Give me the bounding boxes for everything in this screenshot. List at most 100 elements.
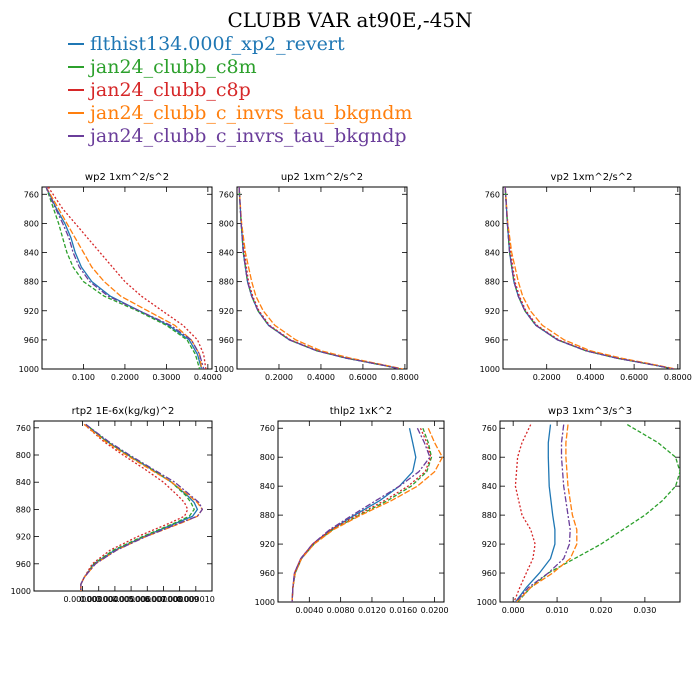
series-line (80, 423, 199, 591)
chart-panel: wp2 1xm^2/s^2 760 800 840 880 920 960 1000 0.100… (19, 172, 222, 382)
x-tick-label: 0.100 (72, 373, 95, 382)
y-tick-label: 800 (219, 219, 234, 228)
y-tick-label: 800 (482, 453, 497, 462)
series-line (45, 187, 201, 369)
legend-swatch (68, 42, 84, 45)
series-line (80, 423, 204, 591)
series-line (80, 423, 195, 591)
y-tick-label: 760 (24, 190, 39, 199)
chart-panel: vp2 1xm^2/s^2 760 800 840 880 920 960 1000 0.200… (480, 172, 692, 382)
page-title: CLUBB VAR at90E,-45N (227, 8, 473, 32)
legend-label: jan24_clubb_c8p (90, 78, 251, 101)
x-tick-label: 0.010 (546, 606, 569, 615)
y-tick-label: 1000 (19, 365, 39, 374)
series-line (47, 187, 207, 369)
legend-label: jan24_clubb_c8m (90, 55, 257, 78)
y-tick-label: 760 (482, 424, 497, 433)
series-line (504, 187, 674, 369)
y-tick-label: 760 (485, 190, 500, 199)
y-tick-label: 1000 (477, 598, 497, 607)
chart-panel: up2 1xm^2/s^2 760 800 840 880 920 960 1000 0.200… (214, 172, 419, 382)
y-tick-label: 960 (16, 560, 31, 569)
x-tick-label: 0.6000 (620, 373, 648, 382)
y-tick-label: 920 (24, 307, 39, 316)
x-tick-label: 0.4000 (576, 373, 604, 382)
y-tick-label: 760 (260, 424, 275, 433)
y-tick-label: 1000 (480, 365, 500, 374)
x-tick-label: 0.000006 (112, 595, 150, 604)
x-tick-label: 0.000003 (63, 595, 101, 604)
series-line (516, 424, 578, 602)
x-tick-label: 0.000009 (161, 595, 199, 604)
chart-title: vp2 1xm^2/s^2 (551, 172, 633, 183)
plot-frame (236, 186, 408, 370)
y-tick-label: 800 (16, 451, 31, 460)
y-tick-label: 920 (219, 307, 234, 316)
series-line (45, 187, 203, 369)
y-tick-label: 960 (260, 569, 275, 578)
series-line (238, 187, 401, 369)
chart-panel: thlp2 1xK^2 760 800 840 880 920 960 1000 0.0040 0… (255, 406, 449, 615)
y-tick-label: 960 (485, 336, 500, 345)
y-tick-label: 920 (16, 533, 31, 542)
series-line (238, 187, 401, 369)
y-tick-label: 840 (482, 482, 497, 491)
legend-label: flthist134.000f_xp2_revert (90, 32, 345, 55)
y-tick-label: 960 (24, 336, 39, 345)
y-tick-label: 920 (482, 540, 497, 549)
y-tick-label: 800 (260, 453, 275, 462)
plot-frame (499, 420, 681, 603)
plot-frame (41, 186, 213, 370)
series-line (517, 424, 680, 602)
y-tick-label: 840 (219, 249, 234, 258)
series-line (238, 187, 401, 369)
x-tick-label: 0.000010 (177, 595, 215, 604)
y-tick-label: 1000 (255, 598, 275, 607)
y-tick-label: 960 (219, 336, 234, 345)
series-line (45, 187, 203, 369)
y-tick-label: 1000 (11, 587, 31, 596)
series-line (515, 424, 571, 602)
series-line (238, 187, 402, 369)
x-tick-label: 0.2000 (111, 373, 139, 382)
x-tick-label: 0.4000 (194, 373, 222, 382)
chart-title: wp3 1xm^3/s^3 (548, 406, 632, 417)
x-tick-label: 0.8000 (664, 373, 692, 382)
x-tick-label: 0.020 (590, 606, 613, 615)
y-tick-label: 880 (482, 511, 497, 520)
x-tick-label: 0.0160 (389, 606, 417, 615)
x-tick-label: 0.000005 (96, 595, 134, 604)
legend: flthist134.000f_xp2_revert jan24_clubb_c8… (68, 32, 412, 147)
x-tick-label: 0.2000 (265, 373, 293, 382)
series-line (291, 427, 444, 602)
x-tick-label: 0.6000 (349, 373, 377, 382)
series-line (514, 424, 556, 602)
x-tick-label: 0.0040 (295, 606, 323, 615)
legend-item: jan24_clubb_c_invrs_tau_bkgndp (68, 124, 412, 147)
legend-swatch (68, 65, 84, 68)
series-line (513, 424, 536, 602)
y-tick-label: 920 (260, 540, 275, 549)
chart-title: thlp2 1xK^2 (330, 406, 393, 417)
series-line (45, 187, 205, 369)
x-tick-label: 0.4000 (307, 373, 335, 382)
series-line (80, 423, 204, 591)
chart-title: up2 1xm^2/s^2 (281, 172, 363, 183)
y-tick-label: 800 (24, 219, 39, 228)
y-tick-label: 960 (482, 569, 497, 578)
legend-swatch (68, 134, 84, 137)
series-line (504, 187, 674, 369)
series-line (291, 427, 432, 602)
series-line (504, 187, 674, 369)
x-tick-label: 0.000008 (144, 595, 182, 604)
y-tick-label: 800 (485, 219, 500, 228)
legend-item: jan24_clubb_c8m (68, 55, 412, 78)
x-tick-label: 0.0120 (358, 606, 386, 615)
series-line (291, 427, 433, 602)
y-tick-label: 840 (24, 249, 39, 258)
x-tick-label: 0.000004 (80, 595, 118, 604)
series-line (291, 427, 431, 602)
x-tick-label: 0.2000 (533, 373, 561, 382)
chart-panel: rtp2 1E-6x(kg/kg)^2 760 800 840 880 920 960 100… (11, 406, 215, 604)
